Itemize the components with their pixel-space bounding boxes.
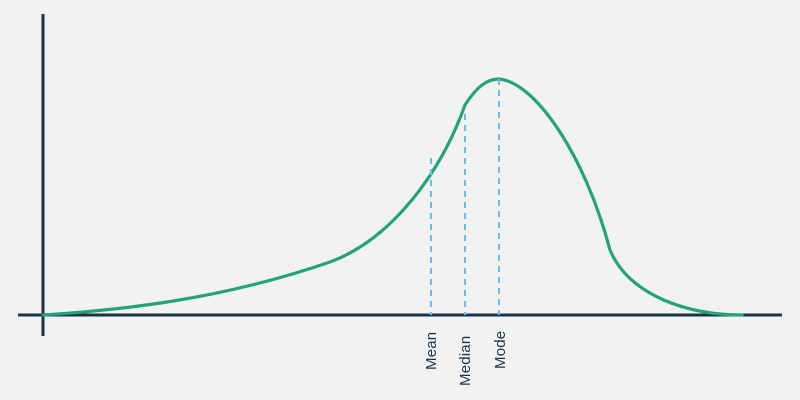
- mode-label: Mode: [492, 331, 509, 369]
- mean-label: Mean: [423, 332, 440, 370]
- median-label: Median: [457, 336, 474, 386]
- distribution-curve: [41, 77, 744, 317]
